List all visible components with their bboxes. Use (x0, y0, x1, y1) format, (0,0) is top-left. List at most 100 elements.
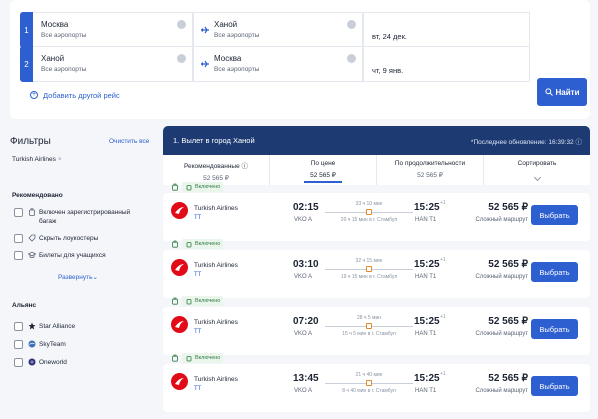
add-route-link[interactable]: + Добавить другой рейс (30, 85, 520, 105)
info-icon[interactable]: ⓘ (575, 139, 583, 146)
filter-alliance-oneworld[interactable]: Oneworld (14, 358, 67, 367)
arrival-time: 15:25 (414, 259, 440, 270)
tag-icon (28, 234, 36, 242)
clear-icon[interactable] (177, 20, 186, 29)
select-button[interactable]: Выбрать (531, 262, 578, 282)
flight-timeline: 28 ч 5 мин 15 ч 5 мин в г. Стамбул (323, 315, 415, 339)
expand-label: Развернуть (58, 274, 93, 281)
clear-all-link[interactable]: Очистить все (109, 138, 150, 145)
airline-code: TT (194, 386, 202, 392)
select-button[interactable]: Выбрать (531, 205, 578, 225)
plane-icon (201, 60, 209, 68)
flight-duration: 33 ч 10 мин (355, 201, 383, 207)
tab-label-text: Рекомендованные (183, 163, 240, 170)
to-field[interactable]: Ханой Все аэропорты (193, 12, 363, 48)
flight-timeline: 21 ч 40 мин 8 ч 40 мин в г. Стамбул (323, 372, 415, 396)
route-number: 2 (20, 46, 33, 82)
turkish-airlines-logo (171, 373, 188, 390)
departure-time: 07:20 (293, 316, 319, 327)
departure-time: 03:10 (293, 259, 319, 270)
date-field[interactable]: чт, 9 янв. (363, 46, 530, 82)
turkish-airlines-logo (171, 259, 188, 276)
recommended-title: Рекомендовано (12, 192, 63, 199)
badges: Включено (171, 239, 224, 249)
to-field[interactable]: Москва Все аэропорты (193, 46, 363, 82)
select-button[interactable]: Выбрать (531, 376, 578, 396)
last-update: *Последнее обновление: 16:39:32 ⓘ (471, 136, 582, 146)
badge-label: Включено (195, 298, 221, 304)
search-icon (544, 88, 553, 96)
airline-name: Turkish Airlines (194, 376, 238, 383)
filter-alliance-skyteam[interactable]: SkyTeam (14, 340, 66, 349)
search-button[interactable]: Найти (537, 78, 587, 106)
tab-price: 52 565 ₽ (203, 175, 229, 182)
filter-option-students[interactable]: Билеты для учащихся (14, 251, 106, 260)
arrival-airport: HAN T1 (415, 274, 437, 280)
price: 52 565 ₽ (488, 316, 528, 327)
student-icon (28, 251, 36, 259)
airline-code: TT (194, 215, 202, 221)
checkbox[interactable] (14, 234, 23, 243)
baggage-badge: Включено (182, 296, 224, 306)
luggage-icon (186, 242, 192, 248)
badge-label: Включено (195, 184, 221, 190)
departure-time: 02:15 (293, 202, 319, 213)
tab-sort[interactable]: Сортировать (483, 155, 590, 185)
chevron-down-icon: ⌄ (92, 274, 98, 281)
arrival-airport: HAN T1 (415, 388, 437, 394)
checkbox[interactable] (14, 208, 23, 217)
tab-label: Рекомендованные ⓘ (163, 160, 269, 170)
arrival-time: 15:25 (414, 316, 440, 327)
add-route-label: Добавить другой рейс (43, 90, 120, 100)
filter-option-baggage[interactable]: Включен зарегистрированный багаж (14, 208, 149, 226)
star-alliance-icon (28, 322, 36, 330)
layover-info: 8 ч 40 мин в г. Стамбул (342, 388, 396, 394)
checkbox[interactable] (14, 340, 23, 349)
to-city: Москва (214, 54, 242, 63)
flight-card[interactable]: Включено Turkish Airlines TT 03:10 VKO A… (163, 239, 590, 298)
clear-icon[interactable] (177, 54, 186, 63)
from-city: Москва (41, 20, 69, 29)
results-title: 1. Вылет в город Ханой (173, 136, 255, 145)
filter-option-lowcost[interactable]: Скрыть лоукостеры (14, 234, 98, 243)
clear-icon[interactable] (347, 54, 356, 63)
clear-icon[interactable] (347, 20, 356, 29)
layover-info: 15 ч 5 мин в г. Стамбул (342, 331, 396, 337)
from-airports: Все аэропорты (41, 32, 87, 39)
checkbox[interactable] (14, 322, 23, 331)
flight-timeline: 33 ч 10 мин 20 ч 15 мин в г. Стамбул (323, 201, 415, 225)
route-type: Сложный маршрут (475, 274, 528, 280)
day-offset: +1 (440, 371, 446, 377)
route-type: Сложный маршрут (475, 331, 528, 337)
skyteam-icon (28, 340, 36, 348)
tab-duration[interactable]: По продолжительности 52 565 ₽ (376, 155, 483, 185)
select-button[interactable]: Выбрать (531, 319, 578, 339)
tab-price[interactable]: По цене 52 565 ₽ (269, 155, 376, 185)
departure-airport: VKO A (294, 331, 313, 337)
date-field[interactable]: вт, 24 дек. (363, 12, 530, 48)
checkbox[interactable] (14, 358, 23, 367)
carry-on-icon (172, 354, 178, 362)
filters-title: Фильтры (10, 136, 51, 147)
close-icon[interactable]: × (57, 156, 62, 163)
day-offset: +1 (440, 200, 446, 206)
flight-card[interactable]: Включено Turkish Airlines TT 13:45 VKO A… (163, 353, 590, 412)
results-header: 1. Вылет в город Ханой *Последнее обновл… (163, 126, 590, 155)
to-airports: Все аэропорты (214, 32, 260, 39)
airline-filter-chip[interactable]: Turkish Airlines × (12, 156, 62, 163)
baggage-badge: Включено (182, 239, 224, 249)
from-field[interactable]: Москва Все аэропорты (33, 12, 193, 48)
turkish-airlines-logo (171, 316, 188, 333)
layover-marker (366, 266, 372, 272)
flight-card[interactable]: Включено Turkish Airlines TT 07:20 VKO A… (163, 296, 590, 355)
expand-link[interactable]: Развернуть⌄ (58, 273, 98, 281)
route-number: 1 (20, 12, 33, 48)
layover-marker (366, 323, 372, 329)
filter-alliance-star[interactable]: Star Alliance (14, 322, 75, 331)
tab-recommended[interactable]: Рекомендованные ⓘ 52 565 ₽ (163, 155, 269, 185)
date-value: вт, 24 дек. (372, 32, 407, 41)
flight-card[interactable]: Включено Turkish Airlines TT 02:15 VKO A… (163, 182, 590, 241)
from-field[interactable]: Ханой Все аэропорты (33, 46, 193, 82)
badge-label: Включено (195, 241, 221, 247)
checkbox[interactable] (14, 251, 23, 260)
